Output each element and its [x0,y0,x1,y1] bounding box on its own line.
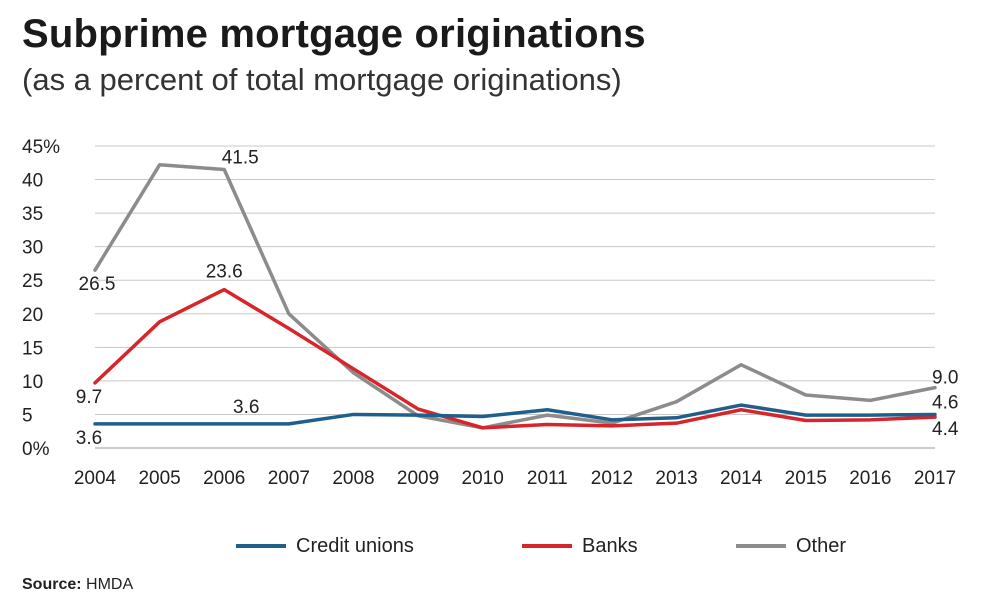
x-tick-label: 2016 [849,468,891,489]
y-tick-label: 30 [22,238,43,259]
data-label: 4.6 [932,392,958,413]
x-tick-label: 2010 [462,468,504,489]
legend-swatch-credit-unions [236,544,286,548]
data-label: 4.4 [932,419,959,440]
chart-title: Subprime mortgage originations [22,12,646,56]
y-tick-label: 40 [22,171,43,192]
y-tick-label: 20 [22,305,43,326]
x-tick-label: 2017 [914,468,956,489]
x-tick-label: 2007 [268,468,310,489]
data-label: 26.5 [79,274,116,295]
line-chart: 0% 5 10 15 20 25 30 35 40 45% 2004 2005 2006 2007 2008… [22,137,959,489]
x-tick-label: 2009 [397,468,439,489]
x-tick-label: 2014 [720,468,763,489]
legend-item-other: Other [736,532,846,560]
data-label: 9.0 [932,368,958,389]
legend-swatch-other [736,544,786,548]
legend-label-credit-unions: Credit unions [296,534,414,557]
data-label: 23.6 [206,262,243,283]
x-tick-label: 2006 [203,468,245,489]
x-tick-label: 2011 [527,468,568,489]
legend-item-banks: Banks [522,532,638,560]
x-tick-label: 2015 [785,468,827,489]
y-tick-label: 0% [22,439,50,460]
source-label: Source: [22,576,82,593]
y-tick-label: 15 [22,338,43,359]
x-tick-label: 2012 [591,468,633,489]
series-line-other [93,163,937,430]
legend-label-other: Other [796,534,847,557]
x-tick-label: 2005 [138,468,180,489]
data-label: 3.6 [233,397,259,418]
source-text: HMDA [86,576,134,593]
data-label: 41.5 [222,147,259,168]
data-label: 9.7 [76,387,102,408]
y-tick-label: 45% [22,137,60,158]
y-tick-label: 35 [22,204,43,225]
series-line-banks [93,287,937,430]
series-line-credit-unions [93,403,937,426]
y-tick-label: 10 [22,372,43,393]
legend-label-banks: Banks [582,534,638,557]
data-label: 3.6 [76,428,102,449]
x-tick-label: 2013 [655,468,697,489]
y-tick-label: 25 [22,271,43,292]
x-tick-label: 2004 [74,468,117,489]
chart-subtitle: (as a percent of total mortgage originat… [22,62,622,97]
x-tick-label: 2008 [332,468,374,489]
source-note: Source: HMDA [22,576,133,594]
chart-legend: Credit unions Banks Other [0,532,1000,560]
legend-item-credit-unions: Credit unions [236,532,414,560]
legend-swatch-banks [522,544,572,548]
y-tick-label: 5 [22,405,33,426]
